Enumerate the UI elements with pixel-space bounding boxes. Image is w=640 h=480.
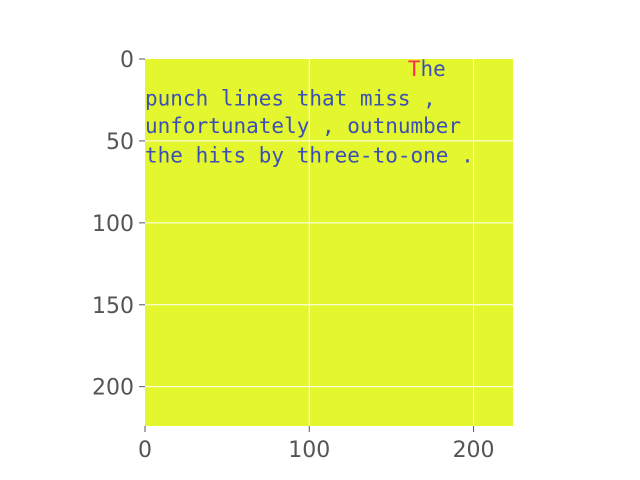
image-text-line: The — [408, 57, 446, 81]
image-text-body: he — [421, 57, 446, 81]
y-tick-label: 150 — [92, 294, 134, 319]
image-area — [145, 59, 513, 426]
image-text: The punch lines that miss , unfortunately … — [145, 57, 474, 168]
image-text-line: punch lines that miss , — [145, 86, 436, 110]
x-tick-label: 200 — [453, 438, 495, 463]
image-text-body: punch lines that miss , — [145, 86, 436, 110]
image-text-highlight: T — [408, 57, 421, 81]
grid-lines — [145, 59, 513, 426]
x-tick-label: 100 — [288, 438, 330, 463]
y-tick-label: 200 — [92, 376, 134, 401]
y-tick-label: 100 — [92, 212, 134, 237]
x-tick-label: 0 — [138, 438, 152, 463]
x-axis: 0 100 200 — [138, 426, 495, 463]
image-text-body: unfortunately , outnumber — [145, 114, 461, 138]
y-axis: 0 50 100 150 200 — [92, 48, 145, 401]
y-tick-label: 50 — [106, 130, 134, 155]
image-text-body: the hits by three-to-one . — [145, 144, 474, 168]
y-tick-label: 0 — [120, 48, 134, 73]
image-text-line: the hits by three-to-one . — [145, 144, 474, 168]
image-text-line: unfortunately , outnumber — [145, 114, 461, 138]
